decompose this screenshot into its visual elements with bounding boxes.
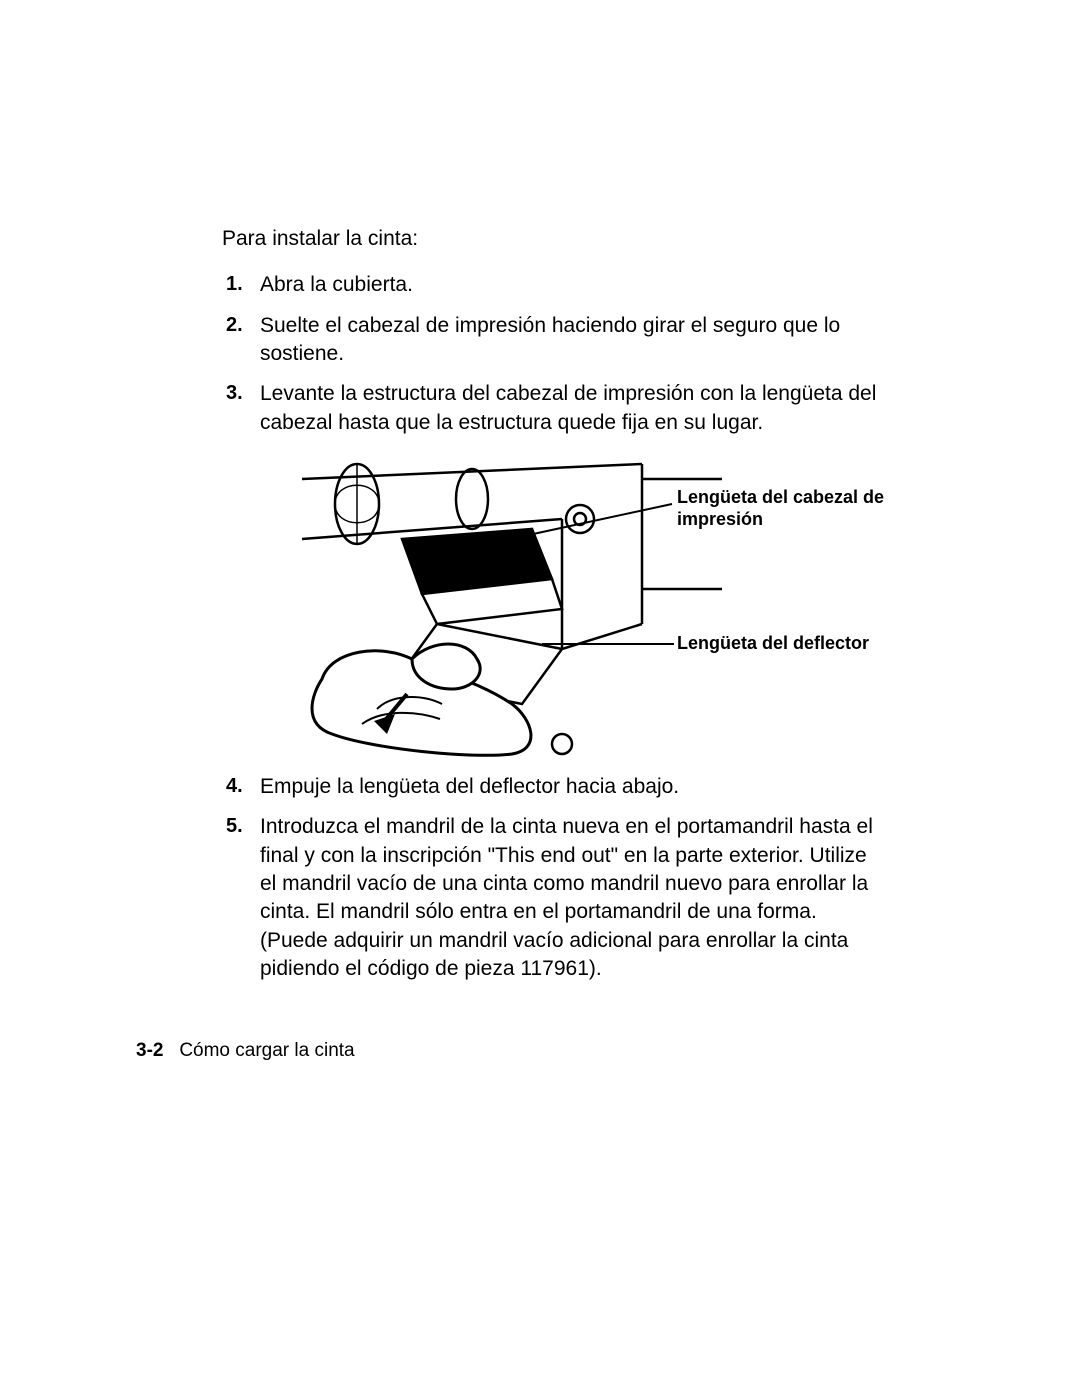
step-3: Levante la estructura del cabezal de imp… bbox=[260, 380, 882, 437]
document-page: Para instalar la cinta: Abra la cubierta… bbox=[0, 0, 1080, 1397]
callout-deflector-tab: Lengüeta del deflector bbox=[677, 633, 887, 655]
footer-page-ref: 3-2 bbox=[136, 1040, 163, 1061]
step-1: Abra la cubierta. bbox=[260, 271, 882, 299]
page-footer: 3-2 Cómo cargar la cinta bbox=[136, 1040, 355, 1062]
printer-diagram: Lengüeta del cabezal de impresión Lengüe… bbox=[262, 449, 882, 759]
intro-text: Para instalar la cinta: bbox=[222, 225, 882, 253]
step-5-text: Introduzca el mandril de la cinta nueva … bbox=[260, 815, 873, 980]
step-1-text: Abra la cubierta. bbox=[260, 273, 413, 296]
step-4-text: Empuje la lengüeta del deflector hacia a… bbox=[260, 775, 679, 798]
figure-container: Lengüeta del cabezal de impresión Lengüe… bbox=[222, 449, 882, 759]
callout-printhead-tab: Lengüeta del cabezal de impresión bbox=[677, 487, 887, 530]
content-block: Para instalar la cinta: Abra la cubierta… bbox=[222, 225, 882, 995]
steps-list: Abra la cubierta. Suelte el cabezal de i… bbox=[222, 271, 882, 437]
step-4: Empuje la lengüeta del deflector hacia a… bbox=[260, 773, 882, 801]
step-2: Suelte el cabezal de impresión haciendo … bbox=[260, 312, 882, 369]
steps-list-continued: Empuje la lengüeta del deflector hacia a… bbox=[222, 773, 882, 983]
step-3-text: Levante la estructura del cabezal de imp… bbox=[260, 382, 876, 433]
footer-title: Cómo cargar la cinta bbox=[179, 1040, 354, 1061]
step-5: Introduzca el mandril de la cinta nueva … bbox=[260, 813, 882, 983]
step-2-text: Suelte el cabezal de impresión haciendo … bbox=[260, 314, 840, 365]
